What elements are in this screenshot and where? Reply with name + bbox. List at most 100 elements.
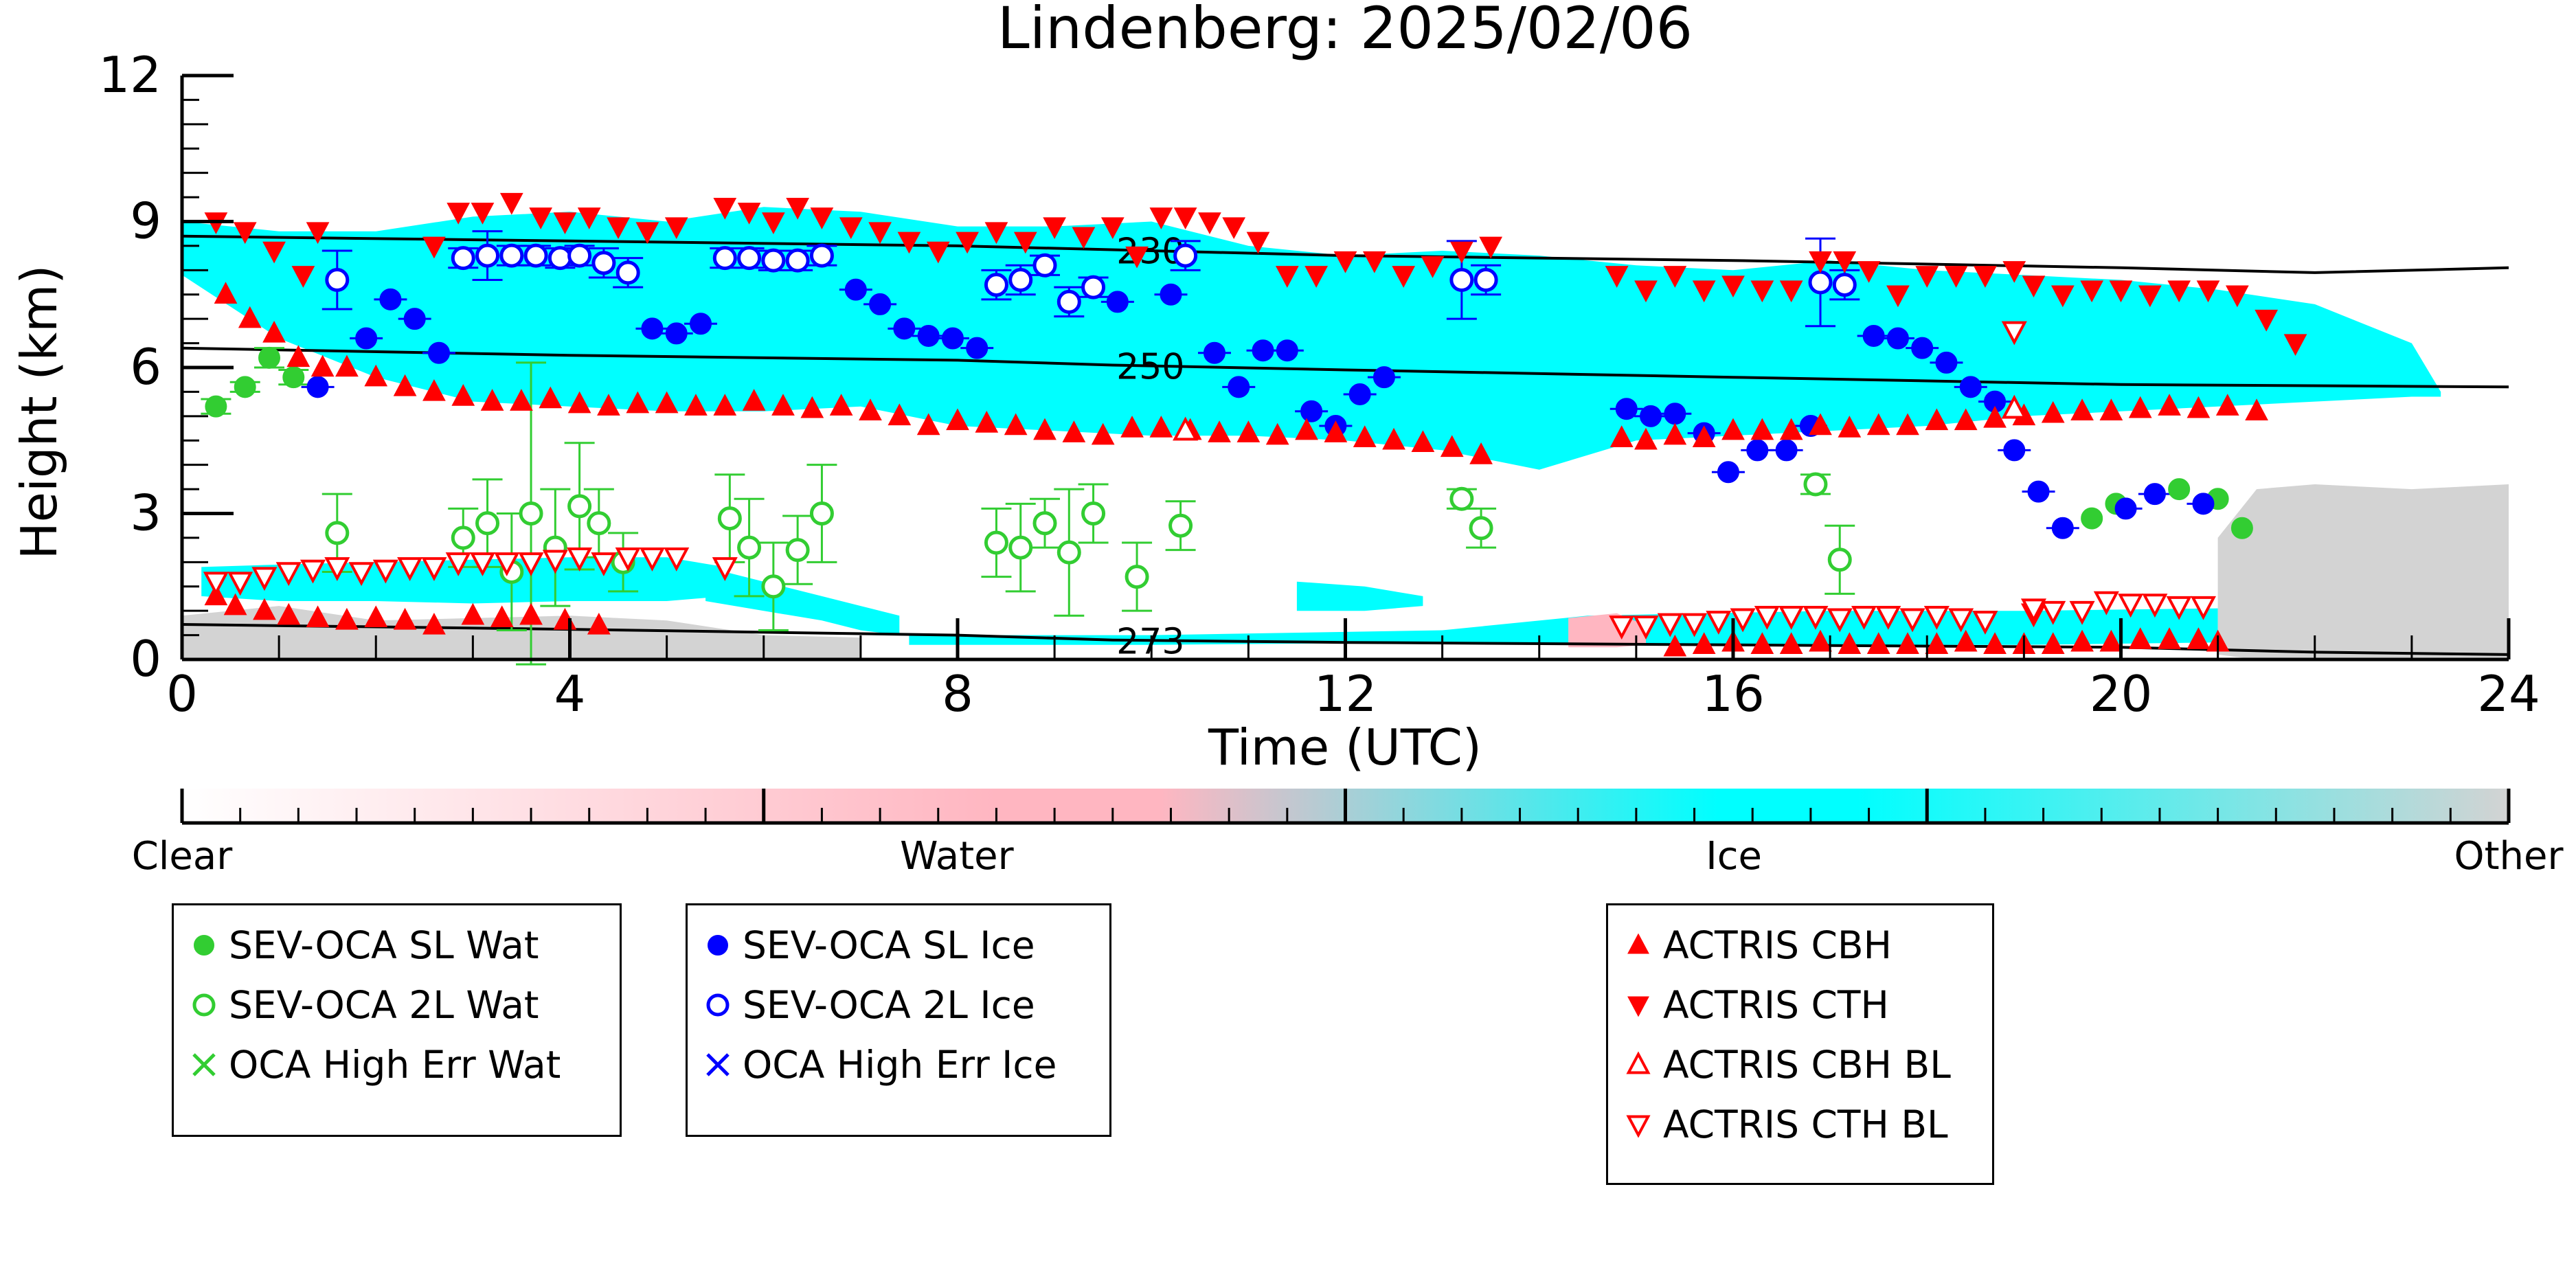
data-point	[1750, 418, 1774, 440]
data-point	[567, 391, 591, 414]
data-point	[2138, 285, 2162, 308]
legend-item: ACTRIS CBH BL	[1618, 1043, 1951, 1087]
data-point	[1411, 430, 1435, 453]
data-point	[214, 282, 238, 304]
data-point	[567, 547, 593, 572]
data-point	[1896, 632, 1919, 654]
data-point	[1857, 261, 1881, 283]
data-point	[2001, 394, 2027, 419]
data-point	[300, 559, 326, 584]
legend-item: SEV-OCA SL Wat	[183, 923, 539, 967]
data-point	[393, 374, 417, 396]
colorbar-label: Ice	[1706, 834, 1762, 879]
data-point	[1899, 608, 1925, 633]
data-point	[1013, 231, 1037, 254]
legend-box: SEV-OCA SL Wat SEV-OCA 2L Wat OCA High Err…	[172, 903, 622, 1137]
data-point	[1324, 420, 1348, 442]
x-stroke	[192, 1053, 216, 1076]
data-point	[1886, 327, 1909, 350]
data-point	[635, 222, 659, 245]
data-point	[1663, 266, 1687, 288]
data-point	[956, 231, 979, 254]
data-point	[1775, 439, 1798, 462]
data-point	[1120, 416, 1144, 438]
data-point	[761, 574, 786, 599]
data-point	[737, 203, 761, 225]
data-point	[1803, 606, 1829, 630]
legend-item: ACTRIS CTH	[1618, 983, 1889, 1027]
data-point	[2118, 594, 2144, 618]
data-point	[1609, 425, 1634, 447]
data-point	[1827, 608, 1853, 633]
legend-marker	[1626, 1115, 1651, 1138]
legend-marker	[706, 993, 730, 1017]
legend-marker-icon	[1627, 933, 1649, 954]
data-point	[2099, 629, 2123, 652]
data-point	[1072, 227, 1096, 249]
data-point	[286, 345, 310, 368]
data-point	[475, 243, 500, 268]
data-point	[1925, 408, 1949, 431]
data-point	[946, 408, 969, 431]
legend-label: ACTRIS CTH	[1663, 983, 1889, 1027]
data-point	[364, 605, 388, 628]
legend-marker-icon	[1626, 1051, 1651, 1074]
data-point	[859, 398, 882, 420]
data-point	[1173, 207, 1197, 229]
data-point	[523, 243, 548, 268]
x-tick-label: 8	[942, 665, 973, 723]
data-point	[2069, 600, 2095, 625]
data-point	[471, 203, 495, 225]
data-point	[809, 501, 834, 526]
data-point	[475, 511, 500, 536]
data-point	[713, 198, 737, 220]
data-point	[1348, 383, 1371, 405]
data-point	[499, 192, 523, 215]
data-point	[1057, 540, 1081, 565]
legend-marker-icon	[706, 993, 730, 1017]
data-point	[1208, 420, 1231, 442]
legend-marker-icon	[706, 1053, 730, 1076]
data-point	[2109, 280, 2133, 303]
data-point	[2050, 285, 2075, 308]
data-point	[1721, 418, 1745, 440]
data-point	[1149, 207, 1173, 229]
data-point	[1634, 427, 1658, 450]
data-point	[234, 376, 256, 398]
data-point	[277, 602, 301, 625]
data-point	[615, 547, 641, 572]
data-point	[690, 313, 712, 335]
data-point	[1692, 632, 1716, 654]
data-point	[519, 602, 543, 625]
colorbar-label: Clear	[132, 834, 233, 879]
data-point	[2225, 285, 2249, 308]
data-point	[941, 327, 964, 350]
data-point	[519, 501, 543, 526]
contour-label: 250	[1116, 346, 1184, 387]
x-tick-label: 0	[166, 665, 198, 723]
data-point	[1717, 461, 1739, 484]
data-point	[1222, 217, 1246, 240]
data-point	[1043, 217, 1066, 240]
data-point	[1168, 513, 1193, 538]
data-point	[2093, 591, 2119, 615]
data-point	[1081, 501, 1106, 526]
data-point	[1809, 413, 1832, 436]
legend-marker-icon	[1626, 1115, 1651, 1138]
data-point	[1657, 613, 1683, 637]
data-markers	[203, 192, 2307, 657]
data-point	[2158, 394, 2181, 416]
data-point	[1746, 439, 1769, 462]
data-point	[553, 212, 577, 234]
y-tick-label: 9	[130, 192, 161, 250]
legend-item: SEV-OCA 2L Wat	[183, 983, 539, 1027]
data-point	[233, 222, 257, 245]
data-point	[310, 354, 335, 377]
data-point	[1295, 418, 1318, 440]
legend-label: ACTRIS CBH	[1663, 923, 1892, 967]
data-point	[1974, 266, 1997, 288]
data-point	[1149, 416, 1173, 438]
data-point	[2187, 396, 2211, 418]
data-point	[547, 246, 572, 271]
